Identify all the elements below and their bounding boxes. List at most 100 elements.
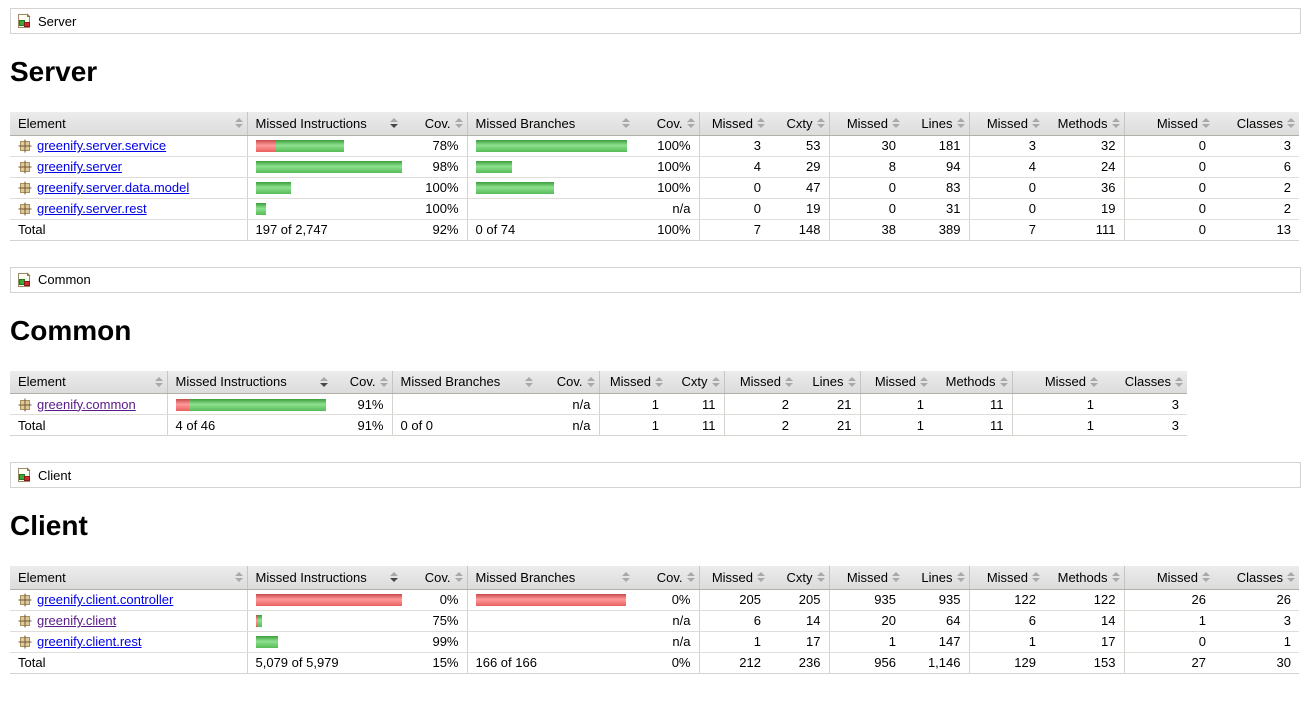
column-header-missed[interactable]: Missed (698, 112, 769, 136)
column-header-methods[interactable]: Methods (1044, 566, 1124, 590)
package-link[interactable]: greenify.server.data.model (37, 180, 190, 195)
column-header-cov-[interactable]: Cov. (402, 112, 467, 136)
column-header-classes[interactable]: Classes (1102, 370, 1187, 394)
column-header-label: Missed Branches (400, 374, 501, 390)
column-header-label: Missed Branches (475, 569, 576, 585)
total-missed-instructions-cell: 197 of 2,747 (246, 219, 402, 241)
sort-icon (816, 572, 825, 583)
total-methods-cell: 153 (1044, 652, 1124, 674)
column-header-label: Cov. (556, 374, 583, 390)
column-header-classes[interactable]: Classes (1214, 112, 1299, 136)
column-header-cxty[interactable]: Cxty (769, 566, 829, 590)
column-header-missed[interactable]: Missed (828, 112, 904, 136)
missed-instructions-bar-cell (246, 589, 402, 611)
total-missed-cxty-cell: 212 (698, 652, 769, 674)
column-header-missed[interactable]: Missed (1123, 112, 1214, 136)
column-header-methods[interactable]: Methods (932, 370, 1012, 394)
covered-bar-segment (475, 161, 512, 173)
column-header-missed[interactable]: Missed (859, 370, 932, 394)
instruction-coverage-cell: 75% (402, 610, 467, 632)
column-header-cov-[interactable]: Cov. (634, 566, 699, 590)
instruction-coverage-cell: 0% (402, 589, 467, 611)
total-missed-classes-cell: 0 (1123, 219, 1214, 241)
missed-bar-segment (475, 594, 626, 606)
column-header-cxty[interactable]: Cxty (667, 370, 724, 394)
column-header-element[interactable]: Element (10, 566, 247, 590)
package-link[interactable]: greenify.common (37, 396, 136, 412)
total-row: Total 4 of 46 91% 0 of 0 n/a 1 11 2 21 1 11 1 3 (10, 414, 1187, 436)
covered-bar-segment (255, 161, 402, 173)
report-icon (18, 467, 31, 482)
sort-icon (892, 572, 900, 583)
total-classes-cell: 13 (1214, 219, 1299, 241)
column-header-label: Missed (739, 374, 781, 390)
column-header-element[interactable]: Element (10, 112, 247, 136)
column-header-missed-instructions[interactable]: Missed Instructions (166, 370, 332, 394)
missed-methods-cell: 4 (968, 156, 1044, 178)
table-row: greenify.client 75% n/a 6 14 20 64 6 14 1 3 (10, 610, 1299, 632)
missed-lines-cell: 0 (828, 177, 904, 199)
total-missed-classes-cell: 27 (1123, 652, 1214, 674)
breadcrumb: Common (10, 266, 1301, 293)
column-header-missed[interactable]: Missed (828, 566, 904, 590)
column-header-missed-branches[interactable]: Missed Branches (466, 566, 634, 590)
column-header-label: Missed Instructions (175, 374, 287, 390)
column-header-lines[interactable]: Lines (904, 566, 969, 590)
classes-cell: 2 (1214, 177, 1299, 199)
methods-cell: 11 (932, 393, 1012, 415)
column-header-missed[interactable]: Missed (1011, 370, 1102, 394)
column-header-cov-[interactable]: Cov. (402, 566, 467, 590)
methods-cell: 14 (1044, 610, 1124, 632)
column-header-lines[interactable]: Lines (797, 370, 860, 394)
column-header-cov-[interactable]: Cov. (634, 112, 699, 136)
package-link[interactable]: greenify.client.rest (37, 634, 142, 649)
column-header-missed[interactable]: Missed (968, 566, 1044, 590)
missed-classes-cell: 1 (1011, 393, 1102, 415)
lines-cell: 935 (904, 589, 969, 611)
column-header-label: Element (18, 115, 66, 131)
covered-bar-segment (475, 140, 627, 152)
package-link[interactable]: greenify.server (37, 159, 123, 174)
coverage-bar (255, 182, 291, 194)
total-row: Total 197 of 2,747 92% 0 of 74 100% 7 148 38 389… (10, 219, 1299, 241)
total-missed-cxty-cell: 1 (598, 414, 667, 436)
column-header-label: Missed (1156, 569, 1198, 585)
instruction-coverage-cell: 98% (402, 156, 467, 178)
total-cxty-cell: 236 (769, 652, 829, 674)
coverage-bar (255, 594, 402, 606)
package-icon (18, 160, 32, 174)
column-header-missed-instructions[interactable]: Missed Instructions (246, 566, 402, 590)
package-link[interactable]: greenify.client (37, 613, 117, 628)
methods-cell: 19 (1044, 198, 1124, 220)
package-link[interactable]: greenify.server.rest (37, 201, 147, 216)
missed-cxty-cell: 0 (698, 177, 769, 199)
column-header-classes[interactable]: Classes (1214, 566, 1299, 590)
missed-lines-cell: 2 (723, 393, 797, 415)
missed-branches-bar-cell (391, 393, 537, 415)
column-header-missed[interactable]: Missed (598, 370, 667, 394)
column-header-missed-instructions[interactable]: Missed Instructions (246, 112, 402, 136)
column-header-methods[interactable]: Methods (1044, 112, 1124, 136)
package-link[interactable]: greenify.server.service (37, 138, 167, 153)
column-header-cov-[interactable]: Cov. (332, 370, 392, 394)
classes-cell: 3 (1214, 135, 1299, 157)
cxty-cell: 19 (769, 198, 829, 220)
column-header-missed[interactable]: Missed (723, 370, 797, 394)
package-link[interactable]: greenify.client.controller (37, 592, 174, 607)
column-header-missed[interactable]: Missed (968, 112, 1044, 136)
column-header-missed[interactable]: Missed (1123, 566, 1214, 590)
column-header-lines[interactable]: Lines (904, 112, 969, 136)
missed-instructions-bar-cell (246, 198, 402, 220)
column-header-missed-branches[interactable]: Missed Branches (466, 112, 634, 136)
missed-lines-cell: 935 (828, 589, 904, 611)
sort-icon (234, 118, 243, 129)
total-label-cell: Total (10, 652, 247, 674)
column-header-cxty[interactable]: Cxty (769, 112, 829, 136)
column-header-element[interactable]: Element (10, 370, 167, 394)
column-header-cov-[interactable]: Cov. (537, 370, 599, 394)
column-header-label: Cov. (424, 115, 451, 131)
column-header-missed[interactable]: Missed (698, 566, 769, 590)
missed-branches-bar-cell (466, 610, 634, 632)
missed-instructions-bar-cell (246, 156, 402, 178)
column-header-missed-branches[interactable]: Missed Branches (391, 370, 537, 394)
